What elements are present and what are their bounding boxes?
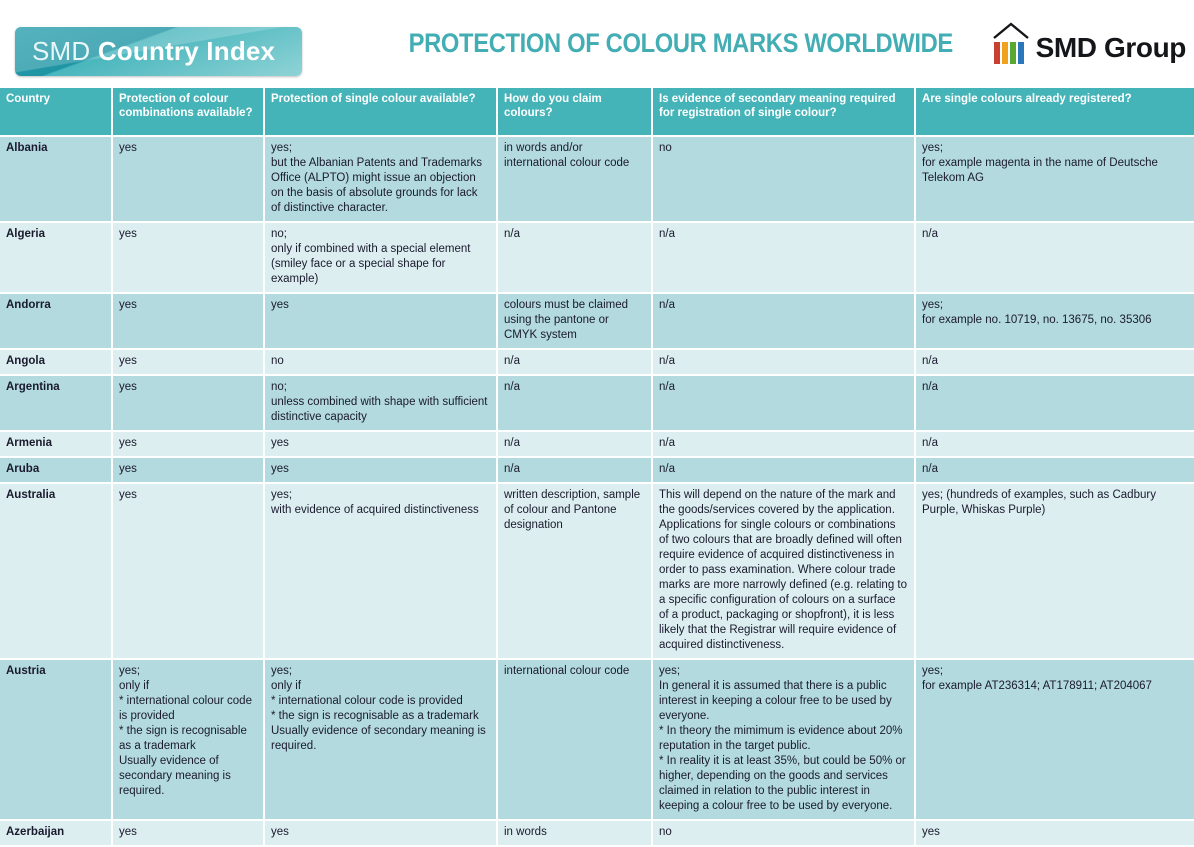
table-row: Angola yes no n/a n/a n/a <box>0 349 1194 376</box>
column-header-1[interactable]: Protection of colour combinations availa… <box>112 88 265 137</box>
table-cell: yes <box>915 820 1194 847</box>
table-cell: yes <box>112 457 265 484</box>
table-cell: yes; only if * international colour code… <box>264 659 498 821</box>
table-header: Country Protection of colour combinations… <box>0 88 1194 137</box>
table-cell: n/a <box>497 349 653 376</box>
table-cell: yes <box>264 820 498 847</box>
table-cell: yes; but the Albanian Patents and Tradem… <box>264 136 498 223</box>
country-name-cell: Algeria <box>0 222 113 294</box>
logo-bar-green <box>1009 42 1016 64</box>
table-cell: n/a <box>497 375 653 432</box>
brand-badge-name: Country Index <box>97 36 276 66</box>
table-cell: yes <box>112 293 265 350</box>
table-cell: n/a <box>915 431 1194 458</box>
logo-bar-red <box>993 42 1000 64</box>
table-row: Austria yes; only if * international colo… <box>0 659 1194 821</box>
smd-group-logo: SMD Group <box>992 22 1187 64</box>
logo-bar-orange <box>1001 42 1008 64</box>
table-cell: n/a <box>497 457 653 484</box>
smd-country-index-badge[interactable]: SMD Country Index <box>15 27 302 76</box>
table-cell: n/a <box>915 375 1194 432</box>
table-cell: yes; In general it is assumed that there… <box>652 659 916 821</box>
table-row: Australia yes yes; with evidence of acquir… <box>0 483 1194 660</box>
country-name-cell: Armenia <box>0 431 113 458</box>
column-header-2[interactable]: Protection of single colour available? <box>264 88 498 137</box>
country-name-cell: Austria <box>0 659 113 821</box>
table-cell: yes; for example magenta in the name of … <box>915 136 1194 223</box>
table-cell: colours must be claimed using the panton… <box>497 293 653 350</box>
table-cell: no <box>652 820 916 847</box>
table-cell: yes <box>112 349 265 376</box>
table-cell: n/a <box>652 375 916 432</box>
table-cell: in words <box>497 820 653 847</box>
page-title: PROTECTION OF COLOUR MARKS WORLDWIDE <box>408 28 954 58</box>
table-cell: yes; (hundreds of examples, such as Cadb… <box>915 483 1194 660</box>
country-name-cell: Azerbaijan <box>0 820 113 847</box>
logo-wordmark: SMD Group <box>1035 32 1187 63</box>
colour-marks-table: Country Protection of colour combinations… <box>0 88 1194 847</box>
table-cell: no; unless combined with shape with suff… <box>264 375 498 432</box>
table-row: Argentina yes no; unless combined with sha… <box>0 375 1194 432</box>
table-cell: no <box>652 136 916 223</box>
column-header-5[interactable]: Are single colours already registered? <box>915 88 1194 137</box>
table-cell: yes; for example AT236314; AT178911; AT2… <box>915 659 1194 821</box>
table-cell: no; only if combined with a special elem… <box>264 222 498 294</box>
logo-color-bars <box>993 42 1024 64</box>
country-name-cell: Andorra <box>0 293 113 350</box>
table-cell: yes <box>112 483 265 660</box>
table-row: Algeria yes no; only if combined with a sp… <box>0 222 1194 294</box>
table-cell: This will depend on the nature of the ma… <box>652 483 916 660</box>
table-cell: yes; only if * international colour code… <box>112 659 265 821</box>
brand-badge-label: SMD Country Index <box>15 27 302 76</box>
table-cell: yes; with evidence of acquired distincti… <box>264 483 498 660</box>
country-name-cell: Argentina <box>0 375 113 432</box>
table-cell: written description, sample of colour an… <box>497 483 653 660</box>
column-header-0[interactable]: Country <box>0 88 113 137</box>
table-cell: yes; for example no. 10719, no. 13675, n… <box>915 293 1194 350</box>
table-row: Azerbaijan yes yes in words no yes <box>0 820 1194 847</box>
table-cell: n/a <box>497 222 653 294</box>
table-cell: international colour code <box>497 659 653 821</box>
table-cell: yes <box>264 431 498 458</box>
table-row: Andorra yes yes colours must be claimed usi… <box>0 293 1194 350</box>
table-row: Armenia yes yes n/a n/a n/a <box>0 431 1194 458</box>
table-cell: yes <box>112 222 265 294</box>
table-cell: yes <box>112 136 265 223</box>
table-cell: n/a <box>915 349 1194 376</box>
table-cell: n/a <box>652 222 916 294</box>
table-cell: n/a <box>652 457 916 484</box>
roof-icon <box>992 22 1029 39</box>
table-cell: n/a <box>915 457 1194 484</box>
logo-bar-blue <box>1017 42 1024 64</box>
country-name-cell: Aruba <box>0 457 113 484</box>
country-name-cell: Albania <box>0 136 113 223</box>
table-row: Albania yes yes; but the Albanian Patents … <box>0 136 1194 223</box>
table-cell: yes <box>112 431 265 458</box>
table-cell: n/a <box>652 349 916 376</box>
brand-badge-prefix: SMD <box>32 36 91 66</box>
table-cell: n/a <box>652 293 916 350</box>
table-body: Albania yes yes; but the Albanian Patents … <box>0 136 1194 847</box>
table-cell: yes <box>112 375 265 432</box>
column-header-4[interactable]: Is evidence of secondary meaning require… <box>652 88 916 137</box>
country-name-cell: Angola <box>0 349 113 376</box>
table-cell: n/a <box>652 431 916 458</box>
table-cell: n/a <box>497 431 653 458</box>
table-cell: in words and/or international colour cod… <box>497 136 653 223</box>
column-header-3[interactable]: How do you claim colours? <box>497 88 653 137</box>
house-logo-icon <box>992 22 1029 64</box>
table-cell: yes <box>264 293 498 350</box>
country-name-cell: Australia <box>0 483 113 660</box>
table-cell: no <box>264 349 498 376</box>
table-cell: n/a <box>915 222 1194 294</box>
table-header-row: Country Protection of colour combinations… <box>0 88 1194 137</box>
page-banner: SMD Country Index PROTECTION OF COLOUR M… <box>0 0 1194 88</box>
table-cell: yes <box>264 457 498 484</box>
table-cell: yes <box>112 820 265 847</box>
table-row: Aruba yes yes n/a n/a n/a <box>0 457 1194 484</box>
